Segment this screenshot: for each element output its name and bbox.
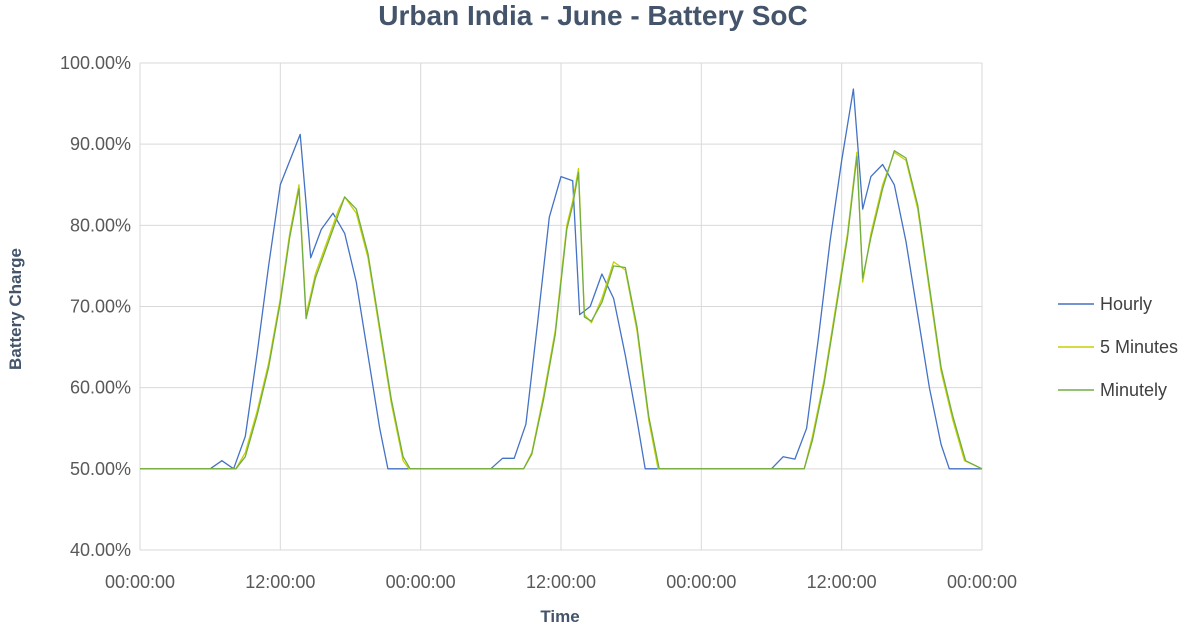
y-axis-ticks: 40.00% 50.00% 60.00% 70.00% 80.00% 90.00% 100.… — [60, 53, 131, 560]
series-line-hourly — [140, 88, 982, 470]
y-tick-label: 60.00% — [70, 378, 131, 398]
y-tick-label: 80.00% — [70, 215, 131, 235]
x-axis-title: Time — [540, 607, 579, 625]
legend-label-hourly: Hourly — [1100, 294, 1152, 314]
y-tick-label: 90.00% — [70, 134, 131, 154]
x-tick-label: 00:00:00 — [666, 572, 736, 592]
chart-title: Urban India - June - Battery SoC — [378, 0, 807, 31]
grid — [139, 62, 983, 551]
series-layer — [140, 88, 983, 470]
x-tick-label: 00:00:00 — [947, 572, 1017, 592]
legend-label-5-minutes: 5 Minutes — [1100, 337, 1178, 357]
x-axis-ticks: 00:00:00 12:00:00 00:00:00 12:00:00 00:00:00… — [105, 572, 1017, 592]
x-tick-label: 00:00:00 — [386, 572, 456, 592]
y-tick-label: 40.00% — [70, 540, 131, 560]
y-axis-title: Battery Charge — [6, 248, 25, 370]
x-tick-label: 12:00:00 — [807, 572, 877, 592]
y-tick-label: 70.00% — [70, 297, 131, 317]
legend-label-minutely: Minutely — [1100, 380, 1167, 400]
y-tick-label: 50.00% — [70, 459, 131, 479]
x-tick-label: 00:00:00 — [105, 572, 175, 592]
x-tick-label: 12:00:00 — [526, 572, 596, 592]
y-tick-label: 100.00% — [60, 53, 131, 73]
x-tick-label: 12:00:00 — [245, 572, 315, 592]
legend: Hourly 5 Minutes Minutely — [1058, 294, 1178, 400]
series-line-minutely — [140, 150, 983, 470]
